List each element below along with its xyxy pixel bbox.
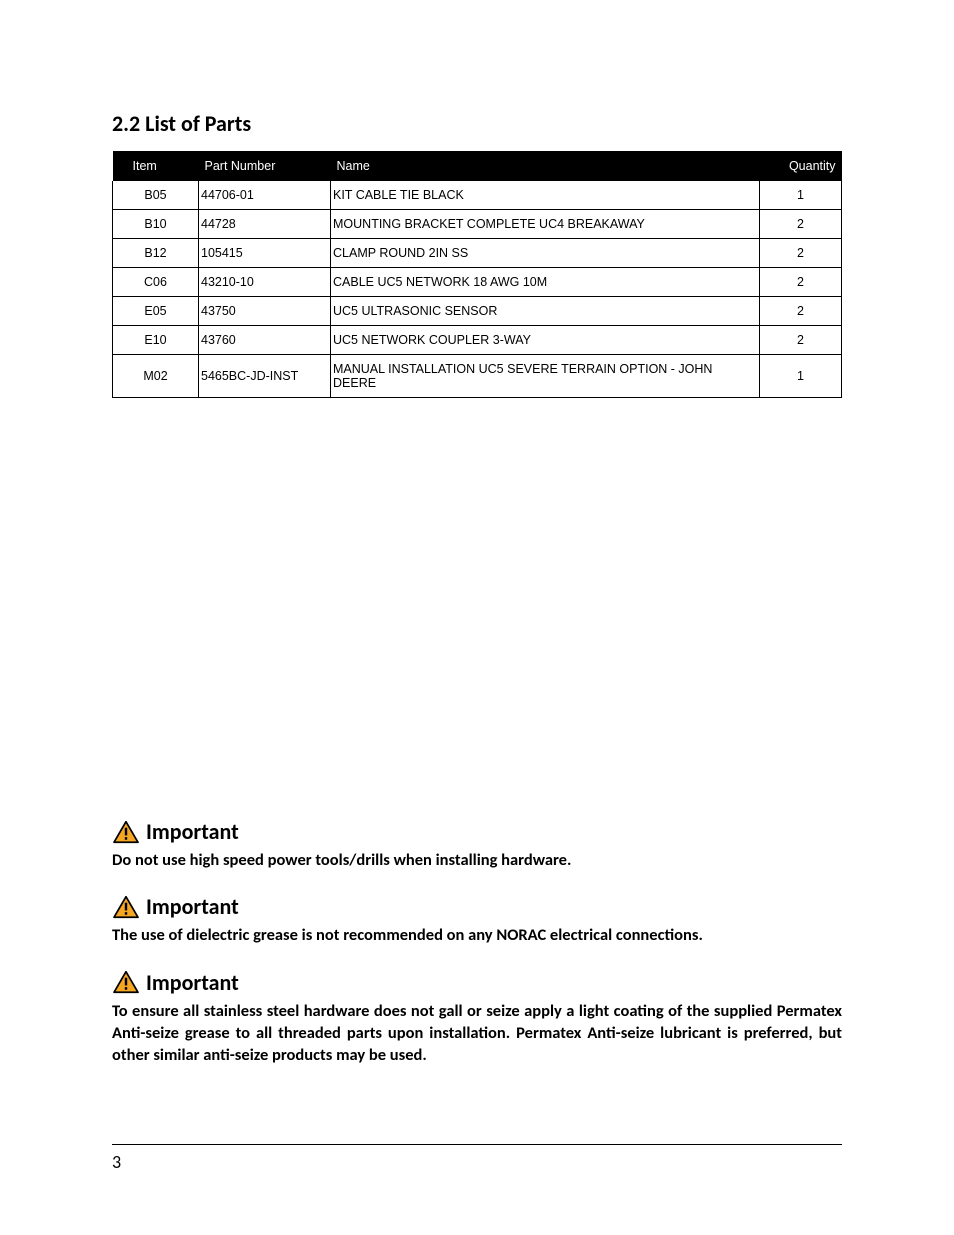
page-number: 3 [112, 1151, 842, 1173]
cell-qty: 1 [760, 355, 842, 398]
col-header-name: Name [331, 151, 760, 181]
table-row: E1043760UC5 NETWORK COUPLER 3-WAY2 [113, 326, 842, 355]
cell-item: E05 [113, 297, 199, 326]
cell-name: UC5 NETWORK COUPLER 3-WAY [331, 326, 760, 355]
cell-name: MOUNTING BRACKET COMPLETE UC4 BREAKAWAY [331, 210, 760, 239]
cell-item: B05 [113, 181, 199, 210]
cell-qty: 2 [760, 297, 842, 326]
parts-table-body: B0544706-01KIT CABLE TIE BLACK1B1044728M… [113, 181, 842, 398]
cell-item: M02 [113, 355, 199, 398]
cell-name: MANUAL INSTALLATION UC5 SEVERE TERRAIN O… [331, 355, 760, 398]
warning-icon [112, 970, 140, 994]
section-heading: 2.2 List of Parts [112, 110, 842, 137]
cell-pn: 105415 [199, 239, 331, 268]
cell-pn: 43750 [199, 297, 331, 326]
cell-pn: 44706-01 [199, 181, 331, 210]
cell-qty: 2 [760, 326, 842, 355]
table-row: B12105415CLAMP ROUND 2IN SS2 [113, 239, 842, 268]
cell-qty: 2 [760, 239, 842, 268]
important-note-text: Do not use high speed power tools/drills… [112, 849, 842, 871]
footer-rule [112, 1144, 842, 1145]
cell-qty: 2 [760, 210, 842, 239]
cell-name: CABLE UC5 NETWORK 18 AWG 10M [331, 268, 760, 297]
important-label: Important [112, 969, 842, 996]
parts-table: Item Part Number Name Quantity B0544706-… [112, 151, 842, 398]
page-footer: 3 [112, 1144, 842, 1173]
table-row: M025465BC-JD-INSTMANUAL INSTALLATION UC5… [113, 355, 842, 398]
document-page: 2.2 List of Parts Item Part Number Name … [0, 0, 954, 1235]
cell-name: KIT CABLE TIE BLACK [331, 181, 760, 210]
cell-item: E10 [113, 326, 199, 355]
warning-icon [112, 895, 140, 919]
important-label: Important [112, 893, 842, 920]
important-label-text: Important [146, 893, 239, 920]
cell-name: UC5 ULTRASONIC SENSOR [331, 297, 760, 326]
col-header-quantity: Quantity [760, 151, 842, 181]
warning-icon [112, 820, 140, 844]
important-note-text: The use of dielectric grease is not reco… [112, 924, 842, 946]
important-notes: Important Do not use high speed power too… [112, 818, 842, 1066]
cell-item: B10 [113, 210, 199, 239]
cell-qty: 1 [760, 181, 842, 210]
cell-pn: 44728 [199, 210, 331, 239]
cell-item: B12 [113, 239, 199, 268]
table-row: B0544706-01KIT CABLE TIE BLACK1 [113, 181, 842, 210]
cell-item: C06 [113, 268, 199, 297]
cell-pn: 43210-10 [199, 268, 331, 297]
cell-pn: 43760 [199, 326, 331, 355]
important-label: Important [112, 818, 842, 845]
important-label-text: Important [146, 818, 239, 845]
table-row: E0543750UC5 ULTRASONIC SENSOR2 [113, 297, 842, 326]
table-row: B1044728MOUNTING BRACKET COMPLETE UC4 BR… [113, 210, 842, 239]
important-label-text: Important [146, 969, 239, 996]
cell-qty: 2 [760, 268, 842, 297]
important-note-text: To ensure all stainless steel hardware d… [112, 1000, 842, 1067]
col-header-item: Item [113, 151, 199, 181]
cell-name: CLAMP ROUND 2IN SS [331, 239, 760, 268]
table-header-row: Item Part Number Name Quantity [113, 151, 842, 181]
table-row: C0643210-10CABLE UC5 NETWORK 18 AWG 10M2 [113, 268, 842, 297]
col-header-part-number: Part Number [199, 151, 331, 181]
cell-pn: 5465BC-JD-INST [199, 355, 331, 398]
